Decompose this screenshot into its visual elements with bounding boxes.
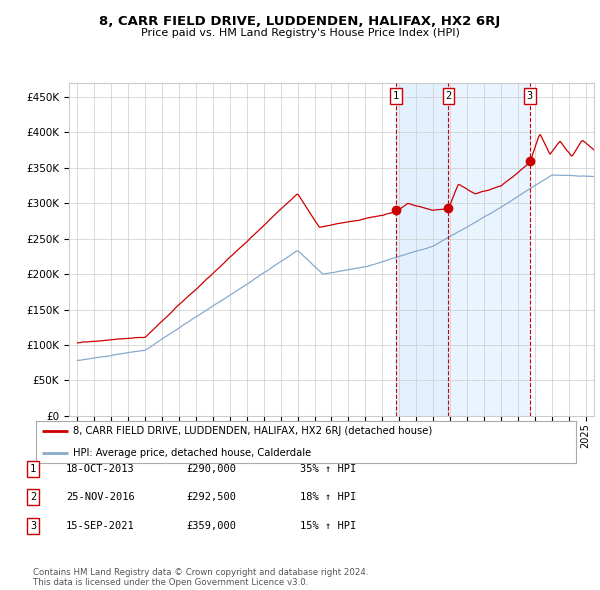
Text: 1: 1: [30, 464, 36, 474]
Text: Price paid vs. HM Land Registry's House Price Index (HPI): Price paid vs. HM Land Registry's House …: [140, 28, 460, 38]
Text: 3: 3: [30, 521, 36, 530]
Text: 35% ↑ HPI: 35% ↑ HPI: [300, 464, 356, 474]
Text: 18% ↑ HPI: 18% ↑ HPI: [300, 493, 356, 502]
Text: 8, CARR FIELD DRIVE, LUDDENDEN, HALIFAX, HX2 6RJ: 8, CARR FIELD DRIVE, LUDDENDEN, HALIFAX,…: [100, 15, 500, 28]
Text: Contains HM Land Registry data © Crown copyright and database right 2024.
This d: Contains HM Land Registry data © Crown c…: [33, 568, 368, 587]
Text: £290,000: £290,000: [186, 464, 236, 474]
Text: 18-OCT-2013: 18-OCT-2013: [66, 464, 135, 474]
Text: 25-NOV-2016: 25-NOV-2016: [66, 493, 135, 502]
Text: 2: 2: [30, 493, 36, 502]
Bar: [396, 83, 448, 416]
Text: £292,500: £292,500: [186, 493, 236, 502]
Bar: [448, 83, 530, 416]
Text: 8, CARR FIELD DRIVE, LUDDENDEN, HALIFAX, HX2 6RJ (detached house): 8, CARR FIELD DRIVE, LUDDENDEN, HALIFAX,…: [73, 427, 432, 436]
Text: £359,000: £359,000: [186, 521, 236, 530]
Text: 15% ↑ HPI: 15% ↑ HPI: [300, 521, 356, 530]
Text: 1: 1: [393, 91, 399, 101]
Text: 2: 2: [445, 91, 451, 101]
Text: HPI: Average price, detached house, Calderdale: HPI: Average price, detached house, Cald…: [73, 448, 311, 457]
Text: 3: 3: [527, 91, 533, 101]
Text: 15-SEP-2021: 15-SEP-2021: [66, 521, 135, 530]
